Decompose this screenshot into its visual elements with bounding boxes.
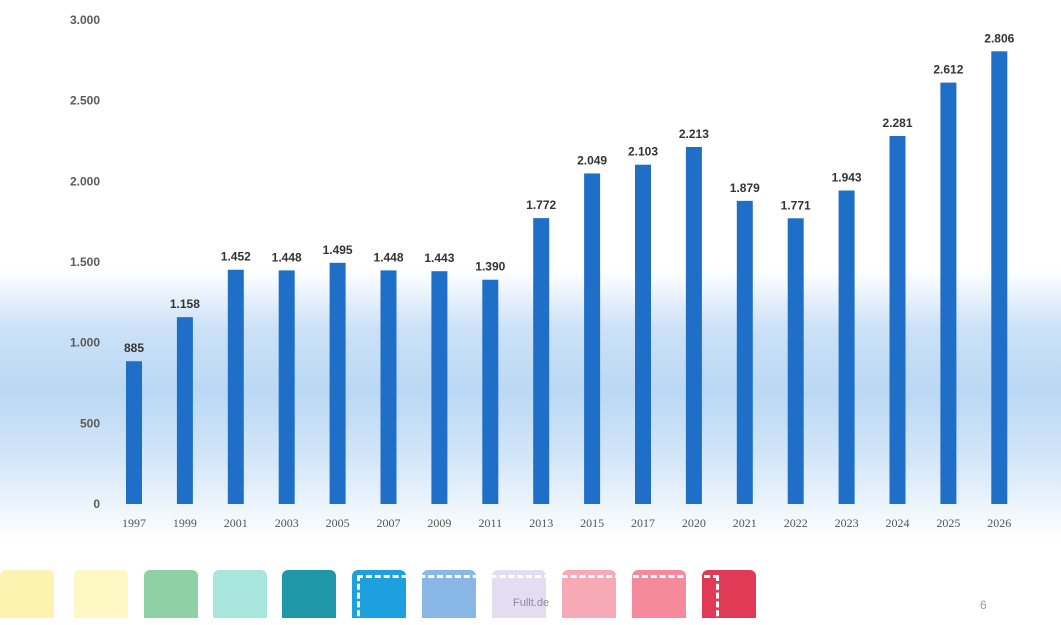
color-swatch (352, 570, 406, 618)
bar (584, 173, 601, 505)
color-swatch (562, 570, 616, 618)
bar-chart: 0 500 1.000 1.500 2.000 2.500 3.000 885 1.158 1.… (70, 13, 1015, 530)
y-tick-label: 500 (80, 416, 100, 430)
x-tick-label: 1997 (122, 516, 146, 530)
page-number: 6 (980, 598, 987, 612)
bar-value-label: 1.771 (781, 198, 811, 212)
bar (329, 262, 346, 504)
y-axis: 0 500 1.000 1.500 2.000 2.500 3.000 (70, 13, 100, 511)
bar-value-label: 1.448 (272, 250, 302, 264)
bar (889, 135, 906, 505)
bar-value-label: 2.612 (933, 63, 963, 77)
x-tick-label: 2015 (580, 516, 604, 530)
bar (635, 164, 651, 504)
x-tick-label: 2025 (936, 516, 960, 530)
x-tick-label: 2001 (224, 516, 248, 530)
bar-value-label: 2.806 (984, 31, 1014, 45)
y-tick-label: 0 (93, 497, 100, 511)
bar (176, 317, 193, 504)
x-tick-label: 2017 (631, 516, 655, 530)
y-tick-label: 1.000 (70, 336, 100, 350)
bar (736, 200, 753, 504)
bar-value-label: 885 (124, 341, 144, 355)
blue-background-band (0, 270, 1061, 540)
x-tick-label: 2003 (275, 516, 299, 530)
color-swatch (492, 570, 546, 618)
bar (278, 270, 295, 504)
bar-value-label: 1.879 (730, 181, 760, 195)
bar (126, 361, 142, 504)
x-tick-label: 2021 (733, 516, 757, 530)
x-tick-label: 2024 (886, 516, 910, 530)
bar (991, 51, 1008, 504)
color-swatch (144, 570, 198, 618)
x-tick-label: 2026 (987, 516, 1011, 530)
bar-value-label: 1.448 (373, 250, 403, 264)
bar-value-label: 2.049 (577, 153, 607, 167)
x-tick-label: 2011 (479, 516, 503, 530)
x-tick-label: 2005 (326, 516, 350, 530)
bar-value-label: 1.452 (221, 250, 251, 264)
bar-value-label: 1.390 (475, 260, 505, 274)
bar-value-label: 1.158 (170, 297, 200, 311)
bar (431, 271, 448, 504)
x-tick-label: 2013 (529, 516, 553, 530)
bar (838, 190, 855, 504)
bar-value-label: 2.213 (679, 127, 709, 141)
bar-series (126, 51, 1008, 505)
color-swatch (0, 570, 54, 618)
bar-value-label: 1.772 (526, 198, 556, 212)
bar (227, 269, 244, 504)
color-swatch (282, 570, 336, 618)
bar (685, 146, 702, 504)
bar-value-label: 2.281 (882, 116, 912, 130)
color-swatch (632, 570, 686, 618)
y-tick-label: 3.000 (70, 13, 100, 27)
x-axis: 1997 1999 2001 2003 2005 2007 2009 2011 2013 2015… (122, 516, 1011, 530)
bar (533, 218, 550, 504)
bar (787, 218, 804, 504)
color-swatch (702, 570, 756, 618)
bar (482, 279, 499, 504)
color-swatch (422, 570, 476, 618)
footer-text: Fullt.de (513, 597, 550, 609)
bar-value-label: 1.943 (832, 171, 862, 185)
x-tick-label: 2007 (377, 516, 401, 530)
bar (940, 82, 957, 504)
x-tick-label: 1999 (173, 516, 197, 530)
color-swatch (74, 570, 128, 618)
data-labels: 885 1.158 1.452 1.448 1.495 1.448 1.443 1.390 1.… (124, 31, 1015, 355)
x-tick-label: 2020 (682, 516, 706, 530)
y-tick-label: 2.000 (70, 174, 100, 188)
x-tick-label: 2022 (784, 516, 808, 530)
bar-value-label: 2.103 (628, 145, 658, 159)
y-tick-label: 2.500 (70, 94, 100, 108)
color-swatch (213, 570, 267, 618)
bar-value-label: 1.443 (424, 251, 454, 265)
y-tick-label: 1.500 (70, 255, 100, 269)
x-tick-label: 2009 (427, 516, 451, 530)
bar-value-label: 1.495 (323, 243, 353, 257)
bar (380, 270, 397, 504)
x-tick-label: 2023 (835, 516, 859, 530)
